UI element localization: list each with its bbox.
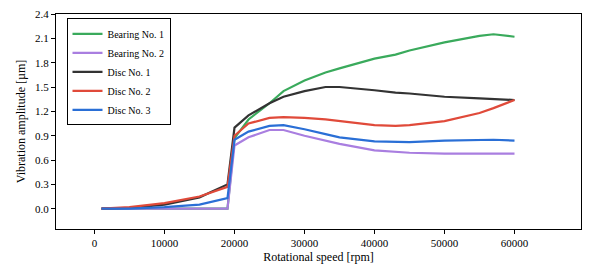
svg-text:0.6: 0.6	[35, 154, 49, 166]
svg-text:2.1: 2.1	[35, 32, 49, 44]
svg-text:0.0: 0.0	[35, 203, 49, 215]
svg-text:Disc No. 1: Disc No. 1	[108, 67, 151, 78]
svg-text:Rotational speed [rpm]: Rotational speed [rpm]	[263, 250, 374, 264]
svg-text:1.2: 1.2	[35, 105, 49, 117]
svg-text:40000: 40000	[361, 237, 389, 249]
svg-text:0.9: 0.9	[35, 130, 49, 142]
svg-text:2.4: 2.4	[35, 8, 49, 20]
svg-text:0.3: 0.3	[35, 178, 49, 190]
svg-text:60000: 60000	[501, 237, 529, 249]
svg-text:Disc No. 2: Disc No. 2	[108, 86, 151, 97]
svg-text:Vibration amplitude [µm]: Vibration amplitude [µm]	[14, 60, 28, 184]
svg-text:50000: 50000	[431, 237, 459, 249]
svg-text:1.5: 1.5	[35, 81, 49, 93]
svg-text:Bearing No. 2: Bearing No. 2	[108, 48, 164, 59]
svg-text:10000: 10000	[151, 237, 179, 249]
svg-text:20000: 20000	[221, 237, 249, 249]
svg-text:Bearing No. 1: Bearing No. 1	[108, 29, 164, 40]
svg-text:1.8: 1.8	[35, 57, 49, 69]
svg-text:Disc No. 3: Disc No. 3	[108, 105, 151, 116]
svg-text:0: 0	[92, 237, 98, 249]
svg-text:30000: 30000	[291, 237, 319, 249]
